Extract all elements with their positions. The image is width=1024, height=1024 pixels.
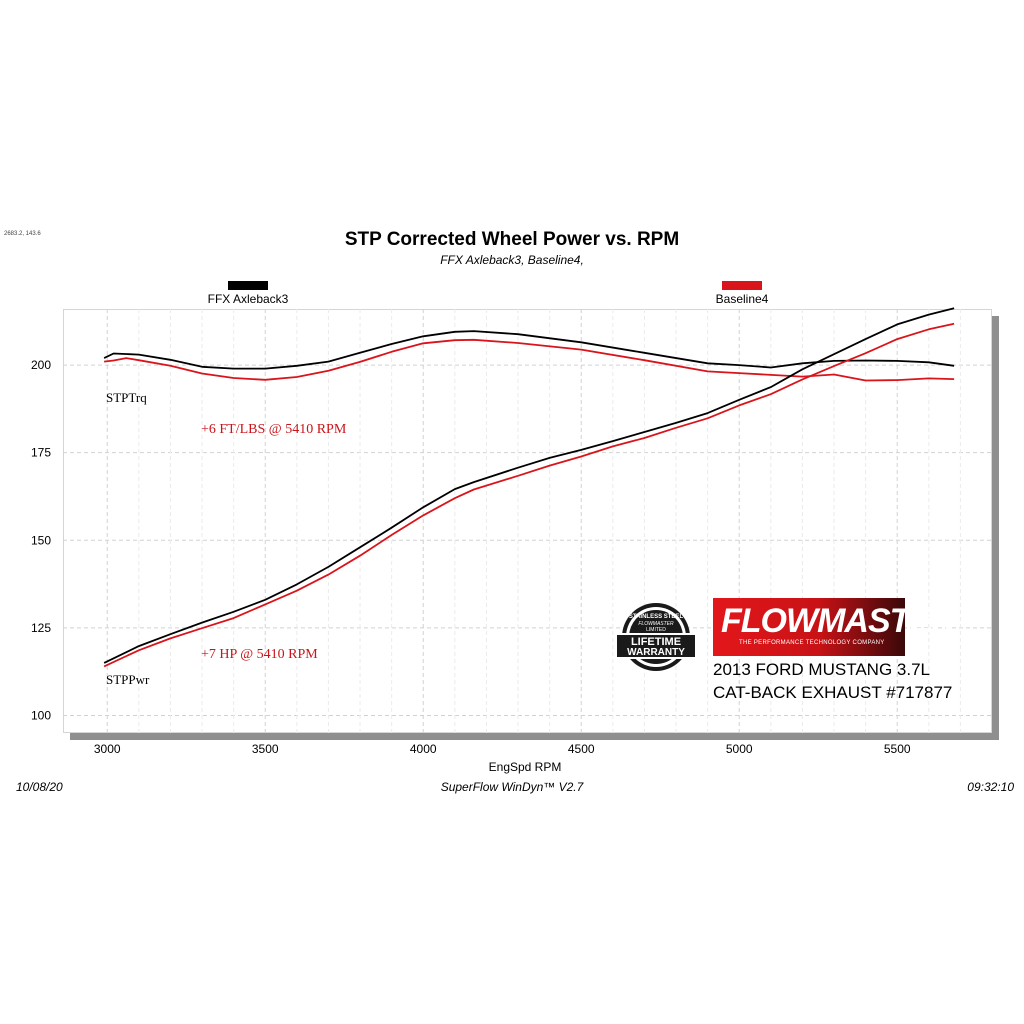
badge-line-2: WARRANTY <box>627 647 685 658</box>
torque-series-label: STPTrq <box>106 390 147 405</box>
badge-brand-text: FLOWMASTER <box>638 621 674 627</box>
torque-gain-annotation: +6 FT/LBS @ 5410 RPM <box>201 422 347 437</box>
power-series-label: STPPwr <box>106 672 150 687</box>
chart-subtitle: FFX Axleback3, Baseline4, <box>440 253 584 267</box>
x-tick-label: 3000 <box>94 742 121 756</box>
y-tick-label: 150 <box>31 533 51 547</box>
y-tick-label: 100 <box>31 708 51 722</box>
badge-top-text: STAINLESS STEEL <box>629 614 684 620</box>
lifetime-warranty-badge-icon: STAINLESS STEEL FLOWMASTER LIMITED LIFET… <box>615 603 697 671</box>
badge-line-1: LIFETIME <box>631 636 681 648</box>
badge-limited-text: LIMITED <box>646 627 666 633</box>
plot-area <box>63 309 992 733</box>
legend-label-baseline4: Baseline4 <box>715 292 769 306</box>
logo-text: FLOWMASTER <box>721 602 956 640</box>
chart-title: STP Corrected Wheel Power vs. RPM <box>344 229 680 250</box>
footer-time: 09:32:10 <box>967 780 1014 794</box>
x-tick-label: 4000 <box>410 742 437 756</box>
x-tick-label: 5000 <box>726 742 753 756</box>
product-description: CAT-BACK EXHAUST #717877 <box>713 683 953 702</box>
power-gain-annotation: +7 HP @ 5410 RPM <box>201 647 318 662</box>
legend-swatch-baseline4 <box>722 281 762 290</box>
vehicle-description: 2013 FORD MUSTANG 3.7L <box>713 660 930 679</box>
flowmaster-logo: FLOWMASTER THE PERFORMANCE TECHNOLOGY CO… <box>713 598 956 656</box>
legend-label-ffx-axleback3: FFX Axleback3 <box>207 292 289 306</box>
x-tick-label: 5500 <box>884 742 911 756</box>
x-tick-label: 3500 <box>252 742 279 756</box>
series-line-ffx-axleback3-stppwr <box>103 307 955 664</box>
legend-swatch-ffx-axleback3 <box>228 281 268 290</box>
y-tick-label: 175 <box>31 446 51 460</box>
axis-layer: 100 125 150 175 200 3000 3500 4000 4500 5000 5500 <box>31 358 911 756</box>
corner-coordinate-note: 2683.2, 143.6 <box>4 231 41 237</box>
series-line-baseline4-stptrq <box>103 338 955 382</box>
y-tick-label: 125 <box>31 621 51 635</box>
series-layer <box>103 307 955 668</box>
x-tick-label: 4500 <box>568 742 595 756</box>
footer-date: 10/08/20 <box>16 780 63 794</box>
x-axis-title: EngSpd RPM <box>489 760 562 774</box>
y-tick-label: 200 <box>31 358 51 372</box>
series-line-baseline4-stppwr <box>103 322 955 668</box>
footer-software: SuperFlow WinDyn™ V2.7 <box>440 780 584 794</box>
series-line-ffx-axleback3-stptrq <box>103 330 955 370</box>
grid-layer <box>63 309 992 733</box>
logo-tagline: THE PERFORMANCE TECHNOLOGY COMPANY <box>739 640 885 646</box>
